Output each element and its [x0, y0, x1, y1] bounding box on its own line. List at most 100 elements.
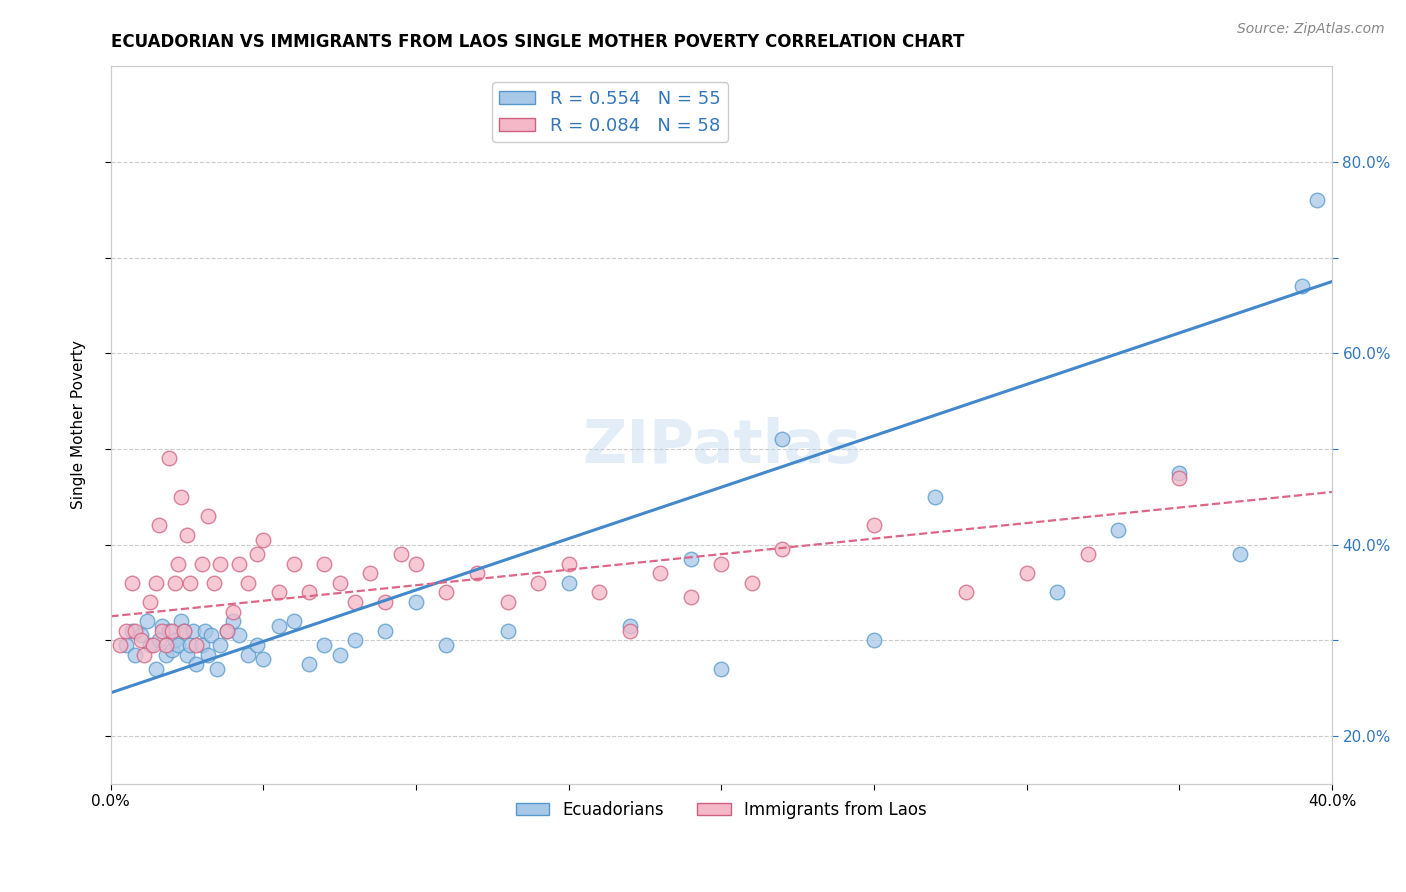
Point [108, 638, 131, 652]
Point [148, 633, 170, 648]
Point [173, 624, 195, 638]
Point [770, 542, 793, 557]
Point [191, 557, 214, 571]
Point [588, 585, 610, 599]
Point [160, 624, 183, 638]
Point [215, 624, 238, 638]
Point [710, 557, 733, 571]
Point [1107, 523, 1129, 537]
Point [142, 638, 165, 652]
Point [955, 585, 977, 599]
Point [496, 624, 519, 638]
Point [179, 575, 201, 590]
Point [619, 619, 641, 633]
Point [139, 638, 162, 652]
Point [139, 595, 162, 609]
Point [679, 552, 702, 566]
Point [157, 451, 180, 466]
Point [314, 638, 336, 652]
Point [228, 628, 250, 642]
Point [200, 628, 222, 642]
Point [176, 528, 198, 542]
Point [207, 662, 229, 676]
Point [246, 547, 269, 561]
Point [179, 638, 201, 652]
Y-axis label: Single Mother Poverty: Single Mother Poverty [72, 341, 86, 509]
Point [557, 575, 579, 590]
Point [679, 591, 702, 605]
Point [314, 557, 336, 571]
Point [163, 575, 186, 590]
Point [163, 633, 186, 648]
Point [496, 595, 519, 609]
Point [741, 575, 763, 590]
Point [209, 638, 232, 652]
Text: ECUADORIAN VS IMMIGRANTS FROM LAOS SINGLE MOTHER POVERTY CORRELATION CHART: ECUADORIAN VS IMMIGRANTS FROM LAOS SINGL… [111, 33, 965, 51]
Point [924, 490, 946, 504]
Point [170, 614, 193, 628]
Point [557, 557, 579, 571]
Point [436, 585, 458, 599]
Point [252, 533, 274, 547]
Point [197, 508, 219, 523]
Point [194, 624, 217, 638]
Point [184, 657, 207, 672]
Point [619, 624, 641, 638]
Point [236, 648, 259, 662]
Point [283, 557, 305, 571]
Point [202, 575, 225, 590]
Point [121, 624, 143, 638]
Point [359, 566, 381, 581]
Point [374, 595, 396, 609]
Legend: Ecuadorians, Immigrants from Laos: Ecuadorians, Immigrants from Laos [509, 794, 934, 826]
Point [148, 518, 170, 533]
Point [129, 633, 152, 648]
Point [155, 648, 177, 662]
Point [1306, 193, 1329, 207]
Point [1168, 466, 1191, 480]
Point [710, 662, 733, 676]
Point [166, 557, 188, 571]
Point [343, 595, 366, 609]
Point [650, 566, 672, 581]
Point [184, 638, 207, 652]
Point [155, 638, 177, 652]
Point [863, 633, 886, 648]
Point [329, 575, 352, 590]
Point [343, 633, 366, 648]
Point [170, 490, 193, 504]
Point [176, 648, 198, 662]
Point [283, 614, 305, 628]
Text: ZIPatlas: ZIPatlas [582, 417, 860, 476]
Point [1168, 470, 1191, 484]
Point [124, 624, 146, 638]
Point [298, 657, 321, 672]
Point [134, 648, 156, 662]
Text: Source: ZipAtlas.com: Source: ZipAtlas.com [1237, 22, 1385, 37]
Point [405, 557, 427, 571]
Point [124, 648, 146, 662]
Point [527, 575, 550, 590]
Point [770, 433, 793, 447]
Point [389, 547, 412, 561]
Point [1291, 279, 1313, 293]
Point [267, 619, 290, 633]
Point [298, 585, 321, 599]
Point [160, 642, 183, 657]
Point [1046, 585, 1069, 599]
Point [1229, 547, 1251, 561]
Point [436, 638, 458, 652]
Point [267, 585, 290, 599]
Point [157, 624, 180, 638]
Point [114, 638, 136, 652]
Point [129, 628, 152, 642]
Point [228, 557, 250, 571]
Point [191, 638, 214, 652]
Point [465, 566, 488, 581]
Point [329, 648, 352, 662]
Point [246, 638, 269, 652]
Point [121, 575, 143, 590]
Point [405, 595, 427, 609]
Point [114, 624, 136, 638]
Point [863, 518, 886, 533]
